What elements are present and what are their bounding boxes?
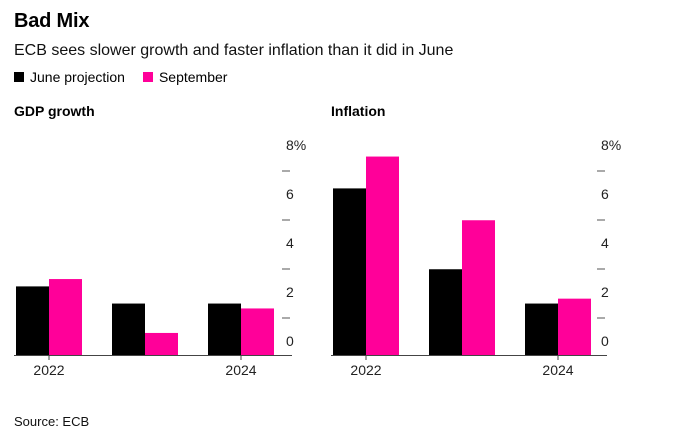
inflation-ytick-label: 6 — [601, 186, 609, 202]
inflation-ytick-label: 0 — [601, 333, 609, 349]
gdp-growth-xtick-label: 2024 — [225, 362, 256, 378]
chart-title: Bad Mix — [14, 10, 90, 32]
gdp-growth-ytick-label: 0 — [286, 333, 294, 349]
legend-item-june: June projection — [14, 69, 125, 85]
legend-swatch-june — [14, 72, 24, 82]
gdp-growth-title: GDP growth — [14, 103, 95, 119]
inflation-xtick-label: 2022 — [350, 362, 381, 378]
inflation-ytick-label: 8% — [601, 137, 621, 153]
inflation-bar-2024-june-projection — [525, 303, 558, 355]
gdp-growth-xtick-label: 2022 — [33, 362, 64, 378]
legend-item-september: September — [142, 69, 228, 85]
legend-label-september: September — [158, 69, 228, 85]
gdp-growth-bar-2024-june-projection — [208, 303, 241, 355]
gdp-growth-bar-2023-june-projection — [112, 303, 145, 355]
gdp-growth-ytick-label: 4 — [286, 235, 294, 251]
gdp-growth-bar-2022-september — [49, 279, 82, 355]
gdp-growth-bar-2024-september — [241, 308, 274, 355]
inflation-ytick-label: 4 — [601, 235, 609, 251]
inflation-bar-2024-september — [558, 298, 591, 355]
chart-subtitle: ECB sees slower growth and faster inflat… — [14, 42, 454, 59]
inflation-xtick-label: 2024 — [542, 362, 573, 378]
gdp-growth-bar-2022-june-projection — [16, 286, 49, 355]
gdp-growth-ytick-label: 8% — [286, 137, 306, 153]
inflation-bar-2022-june-projection — [333, 188, 366, 355]
gdp-growth-ytick-label: 2 — [286, 284, 294, 300]
inflation-bar-2023-june-projection — [429, 269, 462, 355]
inflation-ytick-label: 2 — [601, 284, 609, 300]
source-note: Source: ECB — [14, 414, 90, 429]
gdp-growth-ytick-label: 6 — [286, 186, 294, 202]
inflation-bar-2023-september — [462, 220, 495, 355]
inflation-title: Inflation — [331, 103, 385, 119]
gdp-growth-bar-2023-september — [145, 332, 178, 355]
legend-swatch-september — [142, 72, 153, 82]
inflation-bar-2022-september — [366, 156, 399, 355]
legend: June projection September — [14, 69, 245, 85]
legend-label-june: June projection — [30, 69, 125, 85]
